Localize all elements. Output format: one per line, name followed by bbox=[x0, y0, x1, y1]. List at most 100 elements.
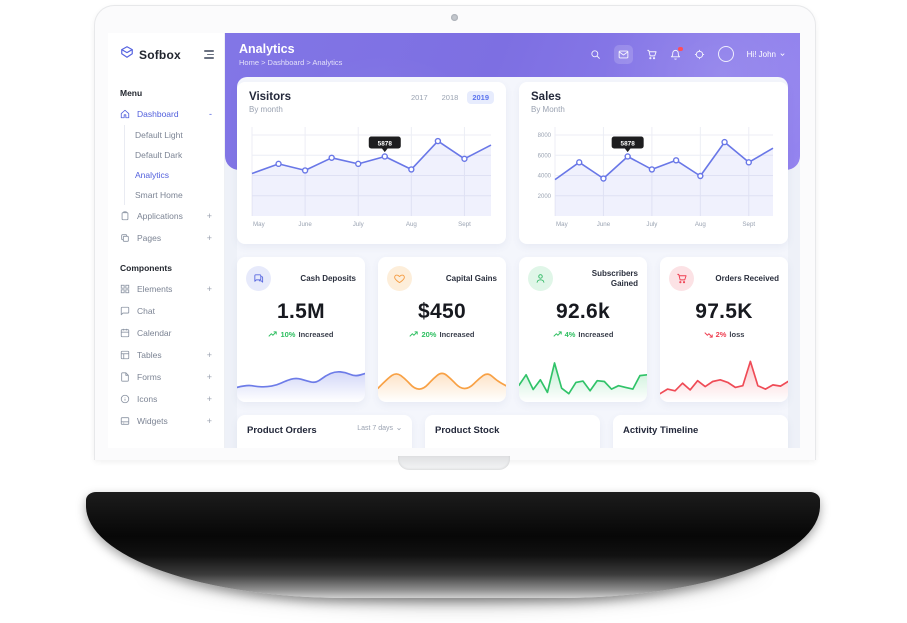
user-menu[interactable]: Hi! John bbox=[747, 50, 786, 59]
dashboard-submenu: Default Light Default Dark Analytics Sma… bbox=[124, 125, 224, 205]
calendar-icon bbox=[120, 328, 130, 338]
avatar[interactable] bbox=[717, 46, 734, 62]
logo[interactable]: Sofbox bbox=[108, 33, 224, 74]
stat-card-cash-deposits: Cash Deposits 1.5M 10% Increased bbox=[237, 257, 365, 402]
stat-value: 92.6k bbox=[555, 300, 611, 323]
trend-up-icon bbox=[409, 330, 419, 339]
grid-icon bbox=[120, 284, 130, 294]
sidebar-item-dashboard[interactable]: Dashboard - bbox=[108, 103, 224, 125]
cart-icon[interactable] bbox=[646, 49, 657, 60]
visitors-line-chart[interactable]: May June July Aug Sept 5878 bbox=[249, 117, 494, 229]
stats-row: Cash Deposits 1.5M 10% Increased bbox=[237, 257, 788, 402]
notification-badge bbox=[678, 46, 683, 51]
sidebar-item-applications[interactable]: Applications + bbox=[108, 205, 224, 227]
trend-up-icon bbox=[268, 330, 278, 339]
last-7-days-dropdown[interactable]: Last 7 days bbox=[357, 425, 402, 432]
charts-row: Visitors By month 2017 2018 2019 May June… bbox=[237, 82, 788, 244]
expand-indicator[interactable]: + bbox=[206, 350, 212, 360]
content-panel: Visitors By month 2017 2018 2019 May June… bbox=[237, 77, 788, 448]
visitors-card: Visitors By month 2017 2018 2019 May June… bbox=[237, 82, 506, 244]
stat-label: Orders Received bbox=[715, 273, 779, 283]
expand-indicator[interactable]: + bbox=[206, 233, 212, 243]
sales-card: Sales By Month 2000 4000 6000 8000 May June Ju… bbox=[519, 82, 788, 244]
sidebar-section-components: Components bbox=[120, 263, 172, 273]
expand-indicator[interactable]: + bbox=[206, 211, 212, 221]
svg-text:Aug: Aug bbox=[695, 221, 707, 228]
sidebar-item-chat[interactable]: Chat bbox=[108, 300, 224, 322]
year-2017[interactable]: 2017 bbox=[410, 93, 428, 102]
svg-text:July: July bbox=[646, 221, 658, 228]
svg-text:July: July bbox=[353, 221, 365, 228]
visitors-title: Visitors bbox=[249, 91, 291, 103]
expand-indicator[interactable]: + bbox=[206, 416, 212, 426]
cash-deposits-sparkline bbox=[237, 370, 365, 402]
notification-bell-icon[interactable] bbox=[670, 46, 683, 60]
sidebar-item-widgets[interactable]: Widgets + bbox=[108, 410, 224, 432]
clipboard-icon bbox=[121, 211, 129, 221]
page-heading: Analytics Home > Dashboard > Analytics bbox=[239, 42, 342, 67]
sidebar-item-pages[interactable]: Pages + bbox=[108, 227, 224, 249]
heart-icon bbox=[387, 266, 412, 291]
year-2018[interactable]: 2018 bbox=[441, 93, 459, 102]
menu-toggle-icon[interactable] bbox=[204, 50, 214, 59]
main-area: Analytics Home > Dashboard > Analytics bbox=[225, 33, 800, 448]
sales-line-chart[interactable]: 2000 4000 6000 8000 May June July Aug Sept 5878 bbox=[531, 117, 776, 229]
svg-text:6000: 6000 bbox=[538, 153, 552, 159]
svg-text:June: June bbox=[597, 221, 611, 228]
sidebar-item-analytics[interactable]: Analytics bbox=[135, 170, 170, 180]
sidebar-item-elements[interactable]: Elements + bbox=[108, 278, 224, 300]
laptop-base-notch bbox=[398, 456, 510, 470]
year-2019[interactable]: 2019 bbox=[467, 91, 494, 104]
sidebar-item-tables[interactable]: Tables + bbox=[108, 344, 224, 366]
stat-value: 1.5M bbox=[277, 300, 325, 323]
stat-card-orders-received: Orders Received 97.5K 2% loss bbox=[660, 257, 788, 402]
trend-down-icon bbox=[703, 330, 713, 339]
sidebar-item-smart-home[interactable]: Smart Home bbox=[135, 190, 183, 200]
sidebar-item-icons[interactable]: Icons + bbox=[108, 388, 224, 410]
stat-card-subscribers-gained: Subscribers Gained 92.6k 4% Increased bbox=[519, 257, 647, 402]
dashboard-screen: Sofbox Menu Dashboard - Default Light De… bbox=[108, 33, 800, 448]
svg-text:5878: 5878 bbox=[378, 140, 393, 147]
sidebar-section-menu: Menu bbox=[120, 88, 143, 98]
page-title: Analytics bbox=[239, 41, 295, 56]
svg-text:Sept: Sept bbox=[742, 221, 755, 228]
svg-text:4000: 4000 bbox=[538, 174, 552, 180]
stat-card-capital-gains: Capital Gains $450 20% Increased bbox=[378, 257, 506, 402]
sidebar-item-forms[interactable]: Forms + bbox=[108, 366, 224, 388]
expand-indicator[interactable]: + bbox=[206, 284, 212, 294]
file-icon bbox=[121, 372, 129, 382]
table-icon bbox=[120, 350, 130, 360]
trend-up-icon bbox=[552, 330, 562, 339]
laptop-underside bbox=[86, 492, 820, 598]
expand-indicator[interactable]: + bbox=[206, 394, 212, 404]
capital-gains-sparkline bbox=[378, 372, 506, 402]
bottom-cards-row: Product Orders Last 7 days Product Stock… bbox=[237, 415, 788, 448]
stat-trend: 10% Increased bbox=[246, 330, 356, 339]
svg-text:2000: 2000 bbox=[538, 194, 552, 200]
chat-icon bbox=[120, 306, 130, 316]
stat-trend: 2% loss bbox=[669, 330, 779, 339]
info-circle-icon bbox=[120, 394, 130, 404]
breadcrumb: Home > Dashboard > Analytics bbox=[239, 57, 343, 67]
gps-crosshair-icon[interactable] bbox=[694, 49, 705, 60]
sidebar-item-default-light[interactable]: Default Light bbox=[135, 130, 183, 140]
expand-indicator[interactable]: + bbox=[206, 372, 212, 382]
svg-text:May: May bbox=[556, 221, 569, 228]
widget-icon bbox=[120, 417, 130, 425]
sidebar-item-default-dark[interactable]: Default Dark bbox=[135, 150, 183, 160]
stat-label: Cash Deposits bbox=[300, 273, 356, 283]
collapse-indicator[interactable]: - bbox=[209, 109, 212, 119]
orders-sparkline bbox=[660, 360, 788, 402]
activity-timeline-card: Activity Timeline bbox=[613, 415, 788, 448]
product-orders-card: Product Orders Last 7 days bbox=[237, 415, 412, 448]
cart-icon bbox=[669, 266, 694, 291]
svg-text:Sept: Sept bbox=[458, 221, 471, 228]
svg-text:June: June bbox=[298, 221, 312, 228]
laptop-camera bbox=[451, 14, 458, 21]
stat-label: Capital Gains bbox=[445, 273, 497, 283]
mail-icon[interactable] bbox=[613, 44, 633, 64]
stat-value: 97.5K bbox=[695, 300, 753, 323]
sidebar-item-calendar[interactable]: Calendar bbox=[108, 322, 224, 344]
search-icon[interactable] bbox=[590, 49, 601, 60]
